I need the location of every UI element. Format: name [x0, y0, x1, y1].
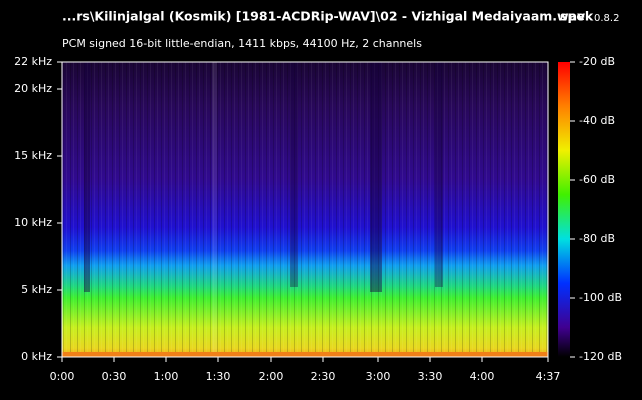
x-tick-label: 3:30	[418, 370, 443, 383]
colorbar-label: -60 dB	[579, 173, 615, 186]
x-tick-label: 0:00	[50, 370, 75, 383]
x-tick-label: 4:00	[470, 370, 495, 383]
stream-info: PCM signed 16-bit little-endian, 1411 kb…	[62, 37, 422, 50]
x-tick-label: 3:00	[366, 370, 391, 383]
colorbar-label: -80 dB	[579, 232, 615, 245]
plot-frame	[61, 61, 549, 358]
spectrogram	[62, 62, 548, 357]
y-tick-label: 0 kHz	[21, 350, 52, 363]
x-tick-label: 4:37	[536, 370, 561, 383]
app-version: 0.8.2	[594, 13, 619, 24]
y-tick-label: 10 kHz	[14, 216, 52, 229]
x-tick-label: 1:30	[206, 370, 231, 383]
x-tick-label: 2:00	[259, 370, 284, 383]
colorbar	[558, 62, 570, 357]
y-tick-label: 5 kHz	[21, 283, 52, 296]
file-title: ...rs\Kilinjalgal (Kosmik) [1981-ACDRip-…	[62, 9, 585, 24]
y-tick-label: 20 kHz	[14, 82, 52, 95]
axes: 22 kHz 20 kHz 15 kHz 10 kHz 5 kHz 0 kHz 0:00 0:…	[14, 55, 622, 383]
x-tick-label: 2:30	[311, 370, 336, 383]
app-name: spek	[560, 9, 594, 24]
x-tick-label: 0:30	[102, 370, 127, 383]
x-tick-label: 1:00	[154, 370, 179, 383]
y-tick-label: 15 kHz	[14, 149, 52, 162]
y-tick-label: 22 kHz	[14, 55, 52, 68]
colorbar-label: -20 dB	[579, 55, 615, 68]
colorbar-label: -100 dB	[579, 291, 622, 304]
colorbar-label: -40 dB	[579, 114, 615, 127]
colorbar-label: -120 dB	[579, 350, 622, 363]
